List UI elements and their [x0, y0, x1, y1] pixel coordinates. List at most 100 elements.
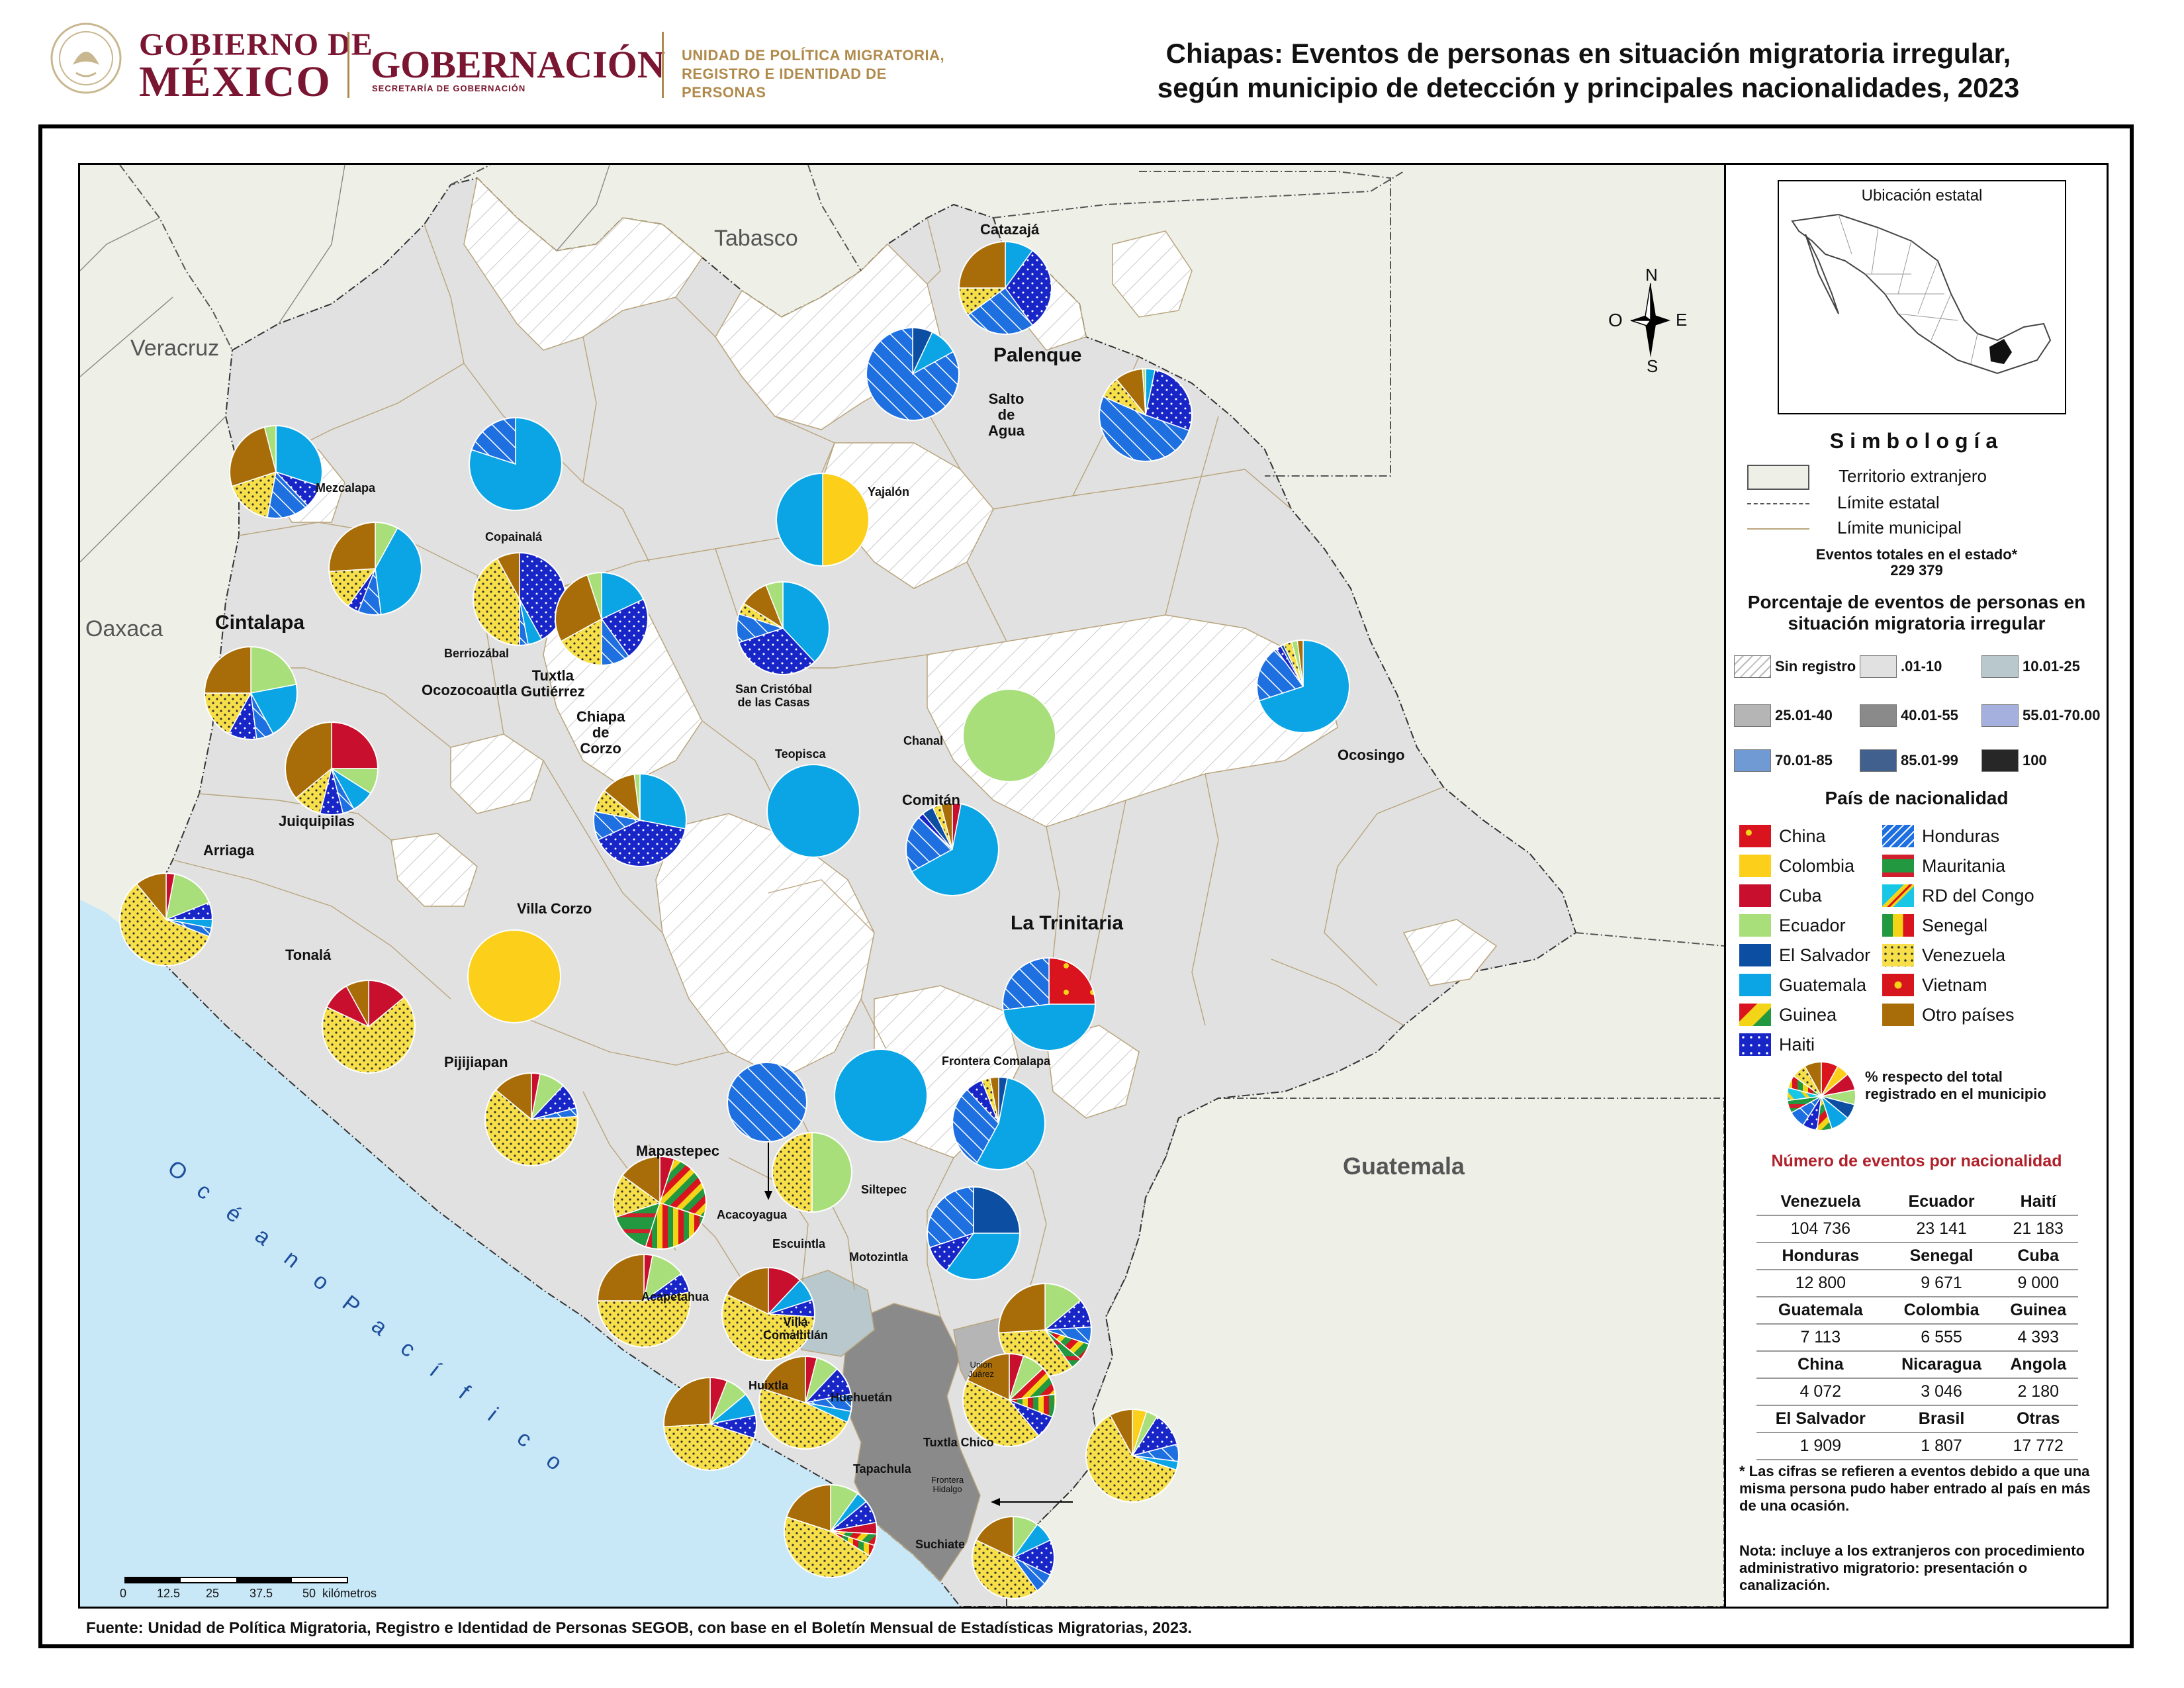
muni-label-tapachula: Tapachula [853, 1462, 911, 1476]
muni-label-huehuetán: Huehuetán [831, 1391, 893, 1404]
count-value: 21 183 [1998, 1215, 2078, 1243]
pct-class-swatch [1734, 704, 1771, 727]
nat-label: El Salvador [1779, 945, 1871, 965]
legend-pie-outline [1786, 1061, 1856, 1131]
pct-pie-label-2: registrado en el municipio [1865, 1086, 2046, 1102]
pie-cintalapa_n [328, 522, 422, 616]
pie-huehuetan [758, 1356, 852, 1450]
pie-fcomalapa-outline [952, 1076, 1046, 1170]
muni-label-yajalón: Yajalón [868, 485, 910, 498]
pie-cintalapa-outline [204, 646, 298, 740]
pie-cintalapa [204, 646, 298, 740]
pct-class-label: 70.01-85 [1775, 752, 1833, 769]
pct-class-swatch [1860, 655, 1897, 678]
note-procedure: Nota: incluye a los extranjeros con proc… [1739, 1542, 2085, 1593]
unidad-label: UNIDAD DE POLÍTICA MIGRATORIA, REGISTRO … [682, 46, 973, 102]
compass-e: E [1676, 310, 1688, 330]
state-line-swatch [1747, 503, 1809, 505]
muni-label-motozintla: Motozintla [849, 1250, 908, 1264]
pie-trinitaria [1002, 957, 1096, 1051]
nat-label: Guinea [1779, 1004, 1837, 1025]
nat-label: Ecuador [1779, 915, 1846, 935]
nat-legend-senegal: Senegal [1882, 914, 1987, 937]
count-value: 7 113 [1756, 1323, 1885, 1352]
pie-siltepec-outline [772, 1132, 852, 1213]
muni-label-chanal: Chanal [903, 734, 944, 747]
pct-class-label: 85.01-99 [1901, 752, 1958, 769]
pie-catazaja-outline [958, 241, 1052, 335]
pie-juiquipilas [285, 722, 379, 816]
pct-class-label: 55.01-70.00 [2023, 707, 2101, 724]
nat-label: RD del Congo [1922, 885, 2034, 906]
simbologia-title: Simbología [1829, 429, 2004, 453]
pie-acapetahua-outline [597, 1254, 691, 1348]
gob-line1: GOBIERNO DE [139, 27, 373, 62]
muni-label-san-cristóbal-de-las-casas: San Cristóbal de las Casas [735, 682, 813, 709]
total-events: Eventos totales en el estado* 229 379 [1725, 547, 2109, 579]
nat-legend-colombia: Colombia [1739, 855, 1854, 877]
muni-label-acacoyagua: Acacoyagua [717, 1208, 788, 1221]
region-label-veracruz: Veracruz [130, 336, 220, 361]
count-value: 4 072 [1756, 1378, 1885, 1406]
muni-label-mezcalapa: Mezcalapa [316, 481, 376, 494]
nat-swatch [1739, 974, 1771, 996]
scale-label: 0 [120, 1587, 127, 1600]
nat-label: Guatemala [1779, 974, 1867, 995]
nat-label: Haiti [1779, 1034, 1815, 1055]
pie-chiapa-outline [593, 773, 687, 867]
muni-label-palenque: Palenque [993, 344, 1082, 366]
pct-class-label: 100 [2023, 752, 2047, 769]
muni-label-villa-corzo: Villa Corzo [517, 900, 592, 917]
pie-pijijiapan [484, 1072, 578, 1166]
pie-salto [866, 327, 960, 421]
pct-class-swatch [1981, 749, 2019, 772]
scale-label: 37.5 [250, 1587, 273, 1600]
nat-swatch [1882, 1004, 1914, 1026]
legend-pie [1786, 1061, 1856, 1131]
nat-legend-honduras: Honduras [1882, 825, 1999, 847]
nat-swatch [1739, 1004, 1771, 1026]
muni-label-juiquipilas: Juiquipilas [279, 813, 355, 829]
pie-siltepec [772, 1132, 852, 1213]
pct-class: 25.01-40 [1734, 704, 1833, 727]
pct-class: .01-10 [1860, 655, 1942, 678]
muni-label-unión-juárez: Unión Juárez [968, 1360, 995, 1379]
pie-cintalapa_n-outline [328, 522, 422, 616]
pie-motozintla-outline [927, 1186, 1021, 1280]
pie-copainala_n [469, 417, 563, 511]
pct-class-swatch [1734, 655, 1771, 678]
muni-label-ocozocoautla: Ocozocoautla [422, 682, 518, 698]
page-title: Chiapas: Eventos de personas en situació… [1125, 36, 2052, 105]
pie-siltepec_n [834, 1049, 928, 1143]
nat-legend-vietnam: Vietnam [1882, 974, 1987, 996]
nat-legend-otro-países: Otro países [1882, 1004, 2015, 1026]
nat-swatch [1882, 884, 1914, 907]
total-value: 229 379 [1890, 562, 1943, 579]
pie-villacomaltitlan [721, 1267, 815, 1361]
pie-siltepec_n-outline [834, 1049, 928, 1143]
pct-class: 100 [1981, 749, 2047, 772]
pct-class-label: .01-10 [1901, 658, 1942, 675]
muni-label-ocosingo: Ocosingo [1338, 747, 1405, 763]
muni-label-escuintla: Escuintla [772, 1237, 826, 1250]
muni-label-comitán: Comitán [902, 792, 960, 808]
count-nationality: Brasil [1918, 1409, 1965, 1428]
muni-label-teopisca: Teopisca [775, 747, 826, 761]
muni-label-copainalá: Copainalá [485, 530, 543, 543]
muni-label-tuxtla-chico: Tuxtla Chico [923, 1436, 994, 1449]
pct-pie-label-1: % respecto del total [1865, 1068, 2003, 1085]
nat-label: China [1779, 825, 1826, 846]
foreign-swatch [1747, 465, 1809, 490]
count-value: 9 000 [1998, 1269, 2078, 1297]
muni-label-huixtla: Huixtla [749, 1379, 789, 1392]
scale-unit: kilómetros [322, 1587, 377, 1600]
muni-label-mapastepec: Mapastepec [636, 1143, 719, 1159]
compass-n: N [1645, 265, 1658, 285]
arrowhead-icon [991, 1498, 1000, 1506]
count-nationality: Guatemala [1778, 1301, 1863, 1319]
nat-swatch [1739, 914, 1771, 937]
scale-label: 12.5 [157, 1587, 181, 1600]
pie-acapetahua [597, 1254, 691, 1348]
nat-label: Cuba [1779, 885, 1822, 906]
